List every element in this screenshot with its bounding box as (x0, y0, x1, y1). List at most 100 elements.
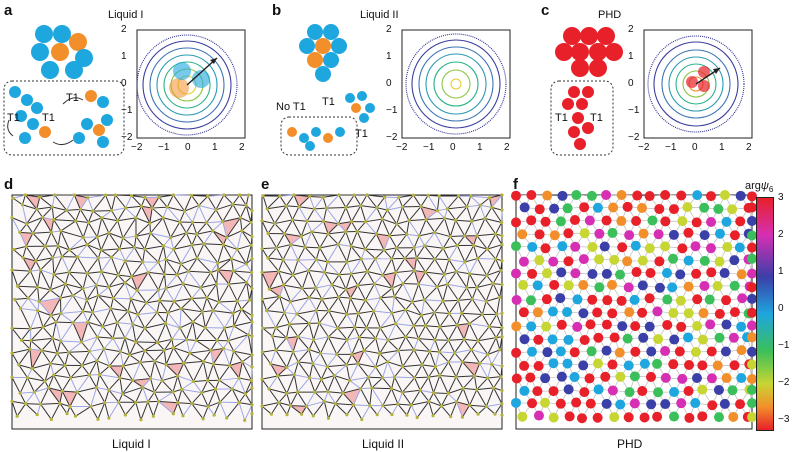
lattice-bond (96, 360, 100, 375)
lattice-site (630, 240, 641, 251)
lattice-site (274, 348, 278, 352)
lattice-bond (492, 270, 502, 284)
lattice-bond (173, 244, 192, 250)
lattice-bond (170, 232, 187, 239)
defect-cell (132, 378, 151, 388)
lattice-site (249, 378, 254, 382)
lattice-bond (418, 235, 425, 247)
lattice-bond (461, 361, 475, 377)
lattice-site (454, 269, 458, 274)
lattice-bond (130, 298, 139, 315)
lattice-bond (53, 256, 63, 275)
lattice-bond (52, 338, 58, 354)
lattice-bond (266, 310, 285, 314)
lattice-bond (101, 271, 119, 276)
lattice-site (427, 399, 431, 404)
lattice-site (24, 244, 28, 249)
lattice-bond (398, 349, 415, 351)
lattice-bond (262, 296, 280, 300)
lattice-site (644, 191, 655, 202)
lattice-bond (324, 272, 333, 286)
lattice-bond (461, 312, 470, 324)
lattice-site (456, 194, 461, 198)
lattice-bond (476, 389, 487, 407)
lattice-bond (457, 287, 468, 301)
lattice-bond (79, 197, 89, 210)
lattice-bond (416, 401, 430, 418)
lattice-site (296, 335, 300, 339)
lattice-bond (242, 361, 253, 368)
lattice-bond (158, 194, 174, 198)
lattice-bond (357, 283, 375, 286)
lattice-site (278, 194, 282, 198)
lattice-bond (27, 286, 39, 299)
lattice-site (431, 414, 435, 418)
lattice-bond (312, 363, 328, 368)
lattice-site (630, 346, 641, 357)
lattice-site (139, 418, 143, 422)
lattice-site (668, 204, 679, 215)
lattice-bond (129, 354, 141, 363)
lattice-site (180, 387, 184, 391)
lattice-bond (144, 312, 158, 329)
lattice-site (212, 413, 216, 417)
lattice-bond (87, 321, 103, 328)
lattice-site (557, 190, 568, 201)
lattice-bond (144, 342, 158, 352)
lattice-bond (321, 296, 339, 300)
lattice-bond (261, 298, 268, 311)
lattice-bond (108, 274, 119, 288)
lattice-site (500, 193, 504, 197)
lattice-site (81, 309, 85, 313)
lattice-site (456, 298, 460, 302)
lattice-bond (50, 403, 61, 420)
lattice-bond (442, 248, 450, 260)
lattice-bond (68, 256, 78, 273)
lattice-bond (77, 244, 88, 258)
lattice-bond (382, 361, 389, 378)
lattice-site (747, 374, 757, 385)
lattice-site (439, 404, 444, 408)
lattice-bond (36, 404, 42, 415)
lattice-site (494, 336, 498, 340)
lattice-bond (159, 287, 167, 301)
lattice-bond (113, 297, 131, 300)
lattice-site (282, 232, 287, 236)
lattice-bond (146, 302, 158, 313)
lattice-bond (261, 220, 269, 234)
defect-cell (25, 195, 40, 210)
lattice-site (383, 195, 387, 199)
lattice-bond (493, 387, 503, 405)
lattice-bond (124, 323, 134, 339)
lattice-site (690, 346, 701, 357)
lattice-bond (140, 206, 151, 224)
lattice-bond (212, 310, 234, 314)
lattice-site (660, 216, 671, 227)
lattice-bond (437, 208, 448, 212)
lattice-site (540, 373, 551, 384)
lattice-site (171, 390, 175, 394)
lattice-site (222, 326, 227, 330)
lattice-site (123, 336, 127, 340)
lattice-site (586, 190, 597, 201)
lattice-bond (442, 299, 459, 302)
lattice-bond (304, 246, 317, 260)
lattice-bond (328, 336, 348, 341)
lattice-bond (48, 387, 63, 392)
lattice-site (632, 190, 643, 201)
lattice-bond (120, 351, 130, 356)
lattice-site (270, 334, 275, 338)
lattice-bond (128, 310, 138, 316)
lattice-bond (346, 298, 351, 315)
lattice-site (51, 336, 55, 340)
lattice-bond (398, 350, 404, 367)
panel-b-title: Liquid II (360, 9, 399, 21)
lattice-site (191, 320, 195, 324)
lattice-bond (50, 363, 55, 376)
lattice-bond (30, 326, 44, 341)
t1-label-c1: T1 (555, 112, 568, 124)
lattice-site (370, 386, 374, 390)
lattice-site (372, 309, 376, 313)
lattice-site (448, 234, 452, 239)
lattice-site (526, 295, 537, 306)
